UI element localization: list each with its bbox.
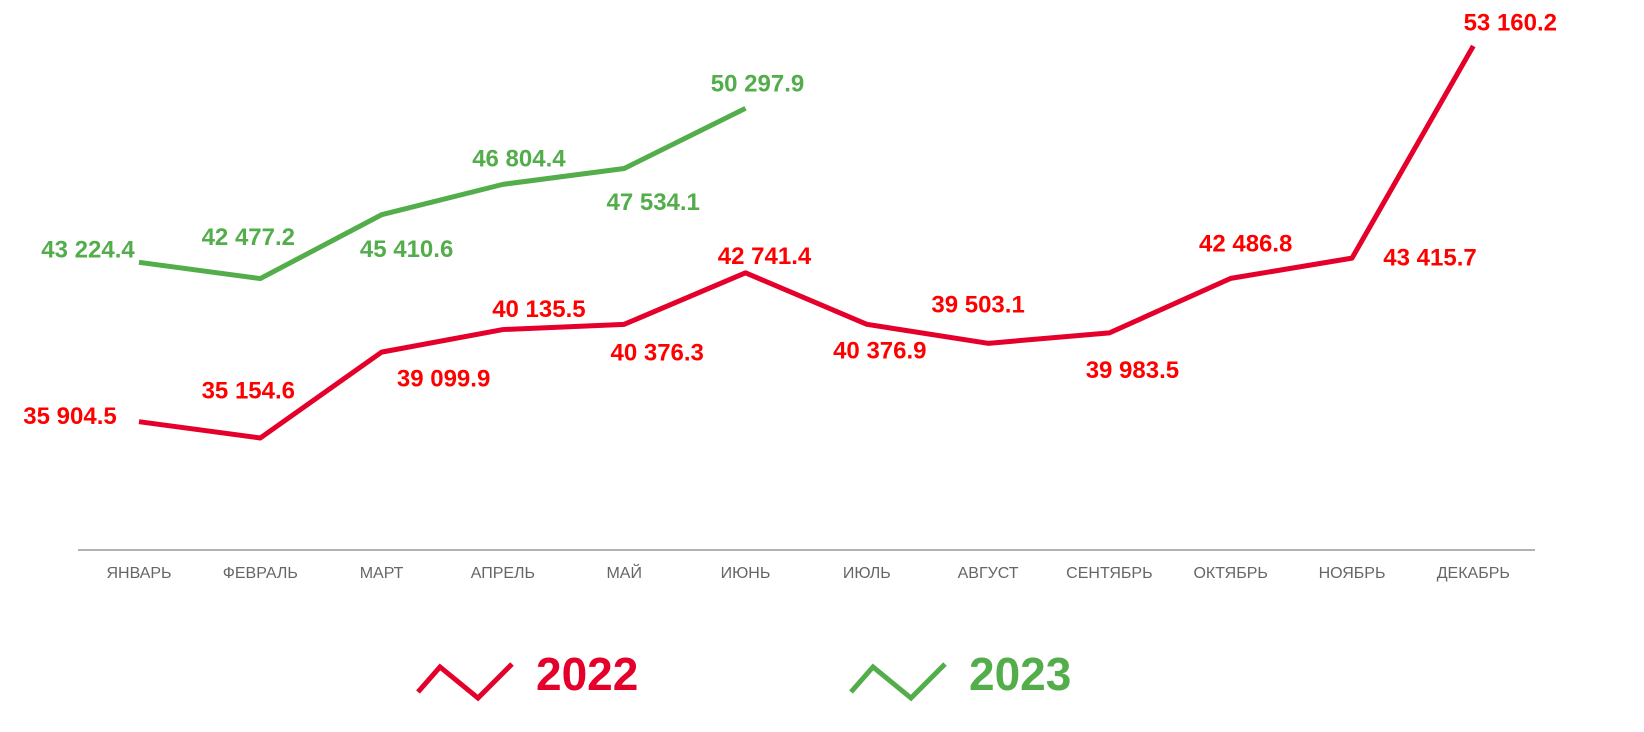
data-label: 35 154.6: [202, 377, 295, 404]
data-label: 39 099.9: [397, 365, 490, 392]
x-tick-label: МАЙ: [606, 563, 642, 582]
x-tick-label: МАРТ: [360, 565, 404, 582]
legend-label: 2022: [536, 648, 638, 700]
x-tick-label: НОЯБРЬ: [1319, 565, 1386, 582]
series-line: [138, 44, 1476, 441]
x-tick-label: АВГУСТ: [958, 565, 1019, 582]
data-label: 40 376.3: [610, 340, 703, 367]
data-label: 40 135.5: [492, 296, 585, 323]
data-label: 42 741.4: [718, 243, 812, 270]
x-tick-label: ФЕВРАЛЬ: [223, 565, 298, 582]
data-label: 39 503.1: [931, 292, 1024, 319]
data-label: 45 410.6: [360, 236, 453, 263]
data-label: 35 904.5: [23, 403, 116, 430]
data-label: 40 376.9: [833, 338, 926, 365]
legend-icon: [416, 662, 514, 702]
series-line: [138, 106, 747, 282]
x-tick-label: ИЮНЬ: [721, 565, 771, 582]
data-label: 53 160.2: [1464, 9, 1557, 36]
x-tick-label: ДЕКАБРЬ: [1437, 565, 1510, 582]
x-tick-label: ЯНВАРЬ: [106, 565, 171, 582]
data-label: 47 534.1: [606, 189, 699, 216]
data-label: 42 477.2: [202, 224, 295, 251]
data-label: 43 415.7: [1383, 244, 1476, 271]
data-label: 39 983.5: [1086, 357, 1179, 384]
x-tick-label: СЕНТЯБРЬ: [1066, 565, 1152, 582]
x-tick-label: ИЮЛЬ: [843, 565, 891, 582]
data-label: 50 297.9: [711, 71, 804, 98]
x-tick-label: АПРЕЛЬ: [471, 565, 535, 582]
data-label: 46 804.4: [472, 146, 566, 173]
legend-label: 2023: [969, 648, 1071, 700]
data-label: 42 486.8: [1199, 231, 1292, 258]
legend-icon: [849, 662, 947, 702]
data-label: 43 224.4: [41, 237, 135, 264]
x-tick-label: ОКТЯБРЬ: [1193, 565, 1267, 582]
